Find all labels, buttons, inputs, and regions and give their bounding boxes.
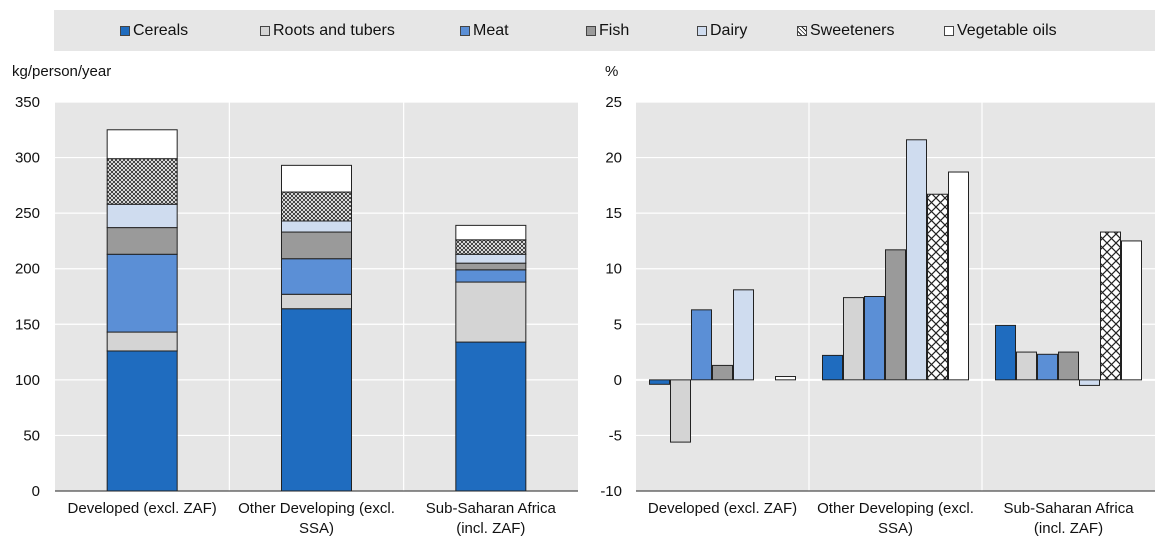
y-tick-label: 5 xyxy=(614,316,622,333)
legend-item-cereals: Cereals xyxy=(120,22,188,40)
bar-fish xyxy=(1058,351,1079,381)
y-tick-label: -10 xyxy=(600,483,622,500)
bar-vegetable-oils xyxy=(281,164,352,193)
legend-label: Roots and tubers xyxy=(273,21,395,39)
legend-swatch xyxy=(260,25,270,36)
y-tick-label: 350 xyxy=(15,94,40,111)
bar-fish xyxy=(281,231,352,260)
legend-swatch xyxy=(797,25,807,36)
legend: Cereals Roots and tubers Meat Fish Dairy Swee… xyxy=(54,10,1155,51)
bar-vegetable-oils xyxy=(775,376,796,381)
category-label: Sub-Saharan Africa xyxy=(426,500,557,517)
category-label: SSA) xyxy=(878,520,913,537)
bar-meat xyxy=(455,269,527,283)
bar-cereals xyxy=(106,350,178,492)
left-ylabel: kg/person/year xyxy=(12,63,111,80)
legend-item-vegetable-oils: Vegetable oils xyxy=(944,22,1057,40)
category-label: Other Developing (excl. xyxy=(817,500,974,517)
legend-label: Sweeteners xyxy=(810,21,895,39)
bar-dairy xyxy=(455,253,527,264)
bar-sweeteners xyxy=(281,191,352,222)
legend-swatch xyxy=(460,25,470,36)
bar-roots-and-tubers xyxy=(1016,351,1037,381)
y-tick-label: -5 xyxy=(609,427,622,444)
right-chart: -10 -5 0 5 10 15 20 25 Developed (excl. ZAF) Othe… xyxy=(600,94,1155,537)
bar-meat xyxy=(106,253,178,333)
bar-vegetable-oils xyxy=(106,129,178,160)
bar-dairy xyxy=(906,139,927,381)
legend-item-sweeteners: Sweeteners xyxy=(797,22,895,40)
y-tick-label: 250 xyxy=(15,205,40,222)
legend-label: Cereals xyxy=(133,21,189,39)
legend-label: Dairy xyxy=(710,21,748,39)
y-tick-label: 100 xyxy=(15,372,40,389)
legend-item-fish: Fish xyxy=(586,22,629,40)
category-label: SSA) xyxy=(299,520,334,537)
y-tick-label: 15 xyxy=(605,205,622,222)
y-tick-label: 50 xyxy=(23,427,40,444)
bar-meat xyxy=(281,258,352,295)
bar-vegetable-oils xyxy=(948,171,969,381)
bar-sweeteners xyxy=(927,193,948,381)
legend-swatch xyxy=(697,25,707,36)
bar-fish xyxy=(106,227,178,255)
y-tick-label: 0 xyxy=(32,483,40,500)
bar-meat xyxy=(691,309,712,381)
y-tick-label: 150 xyxy=(15,316,40,333)
y-tick-label: 0 xyxy=(614,372,622,389)
category-label: Other Developing (excl. xyxy=(238,500,395,517)
bar-meat xyxy=(1037,353,1058,381)
category-label: Developed (excl. ZAF) xyxy=(68,500,217,517)
bar-roots-and-tubers xyxy=(843,297,864,381)
y-tick-label: 20 xyxy=(605,150,622,167)
left-chart: 0 50 100 150 200 250 300 350 Developed (excl. ZA… xyxy=(15,94,578,537)
bar-vegetable-oils xyxy=(455,224,527,241)
legend-item-roots-and-tubers: Roots and tubers xyxy=(260,22,395,40)
y-tick-label: 10 xyxy=(605,261,622,278)
bar-roots-and-tubers xyxy=(106,331,178,352)
y-tick-label: 200 xyxy=(15,261,40,278)
bar-fish xyxy=(455,262,527,271)
bar-cereals xyxy=(455,341,527,492)
y-tick-label: 300 xyxy=(15,150,40,167)
legend-swatch xyxy=(120,25,130,36)
bar-cereals xyxy=(281,308,352,492)
bar-cereals xyxy=(649,379,670,385)
legend-swatch xyxy=(944,25,954,36)
category-label: Sub-Saharan Africa xyxy=(1003,500,1134,517)
category-label: Developed (excl. ZAF) xyxy=(648,500,797,517)
right-ylabel: % xyxy=(605,63,618,80)
bar-sweeteners xyxy=(455,239,527,255)
bar-cereals xyxy=(822,354,843,381)
bar-sweeteners xyxy=(1100,231,1121,381)
bar-dairy xyxy=(106,203,178,229)
category-label: (incl. ZAF) xyxy=(1034,520,1103,537)
legend-label: Fish xyxy=(599,21,630,39)
bar-fish xyxy=(885,249,906,381)
bar-roots-and-tubers xyxy=(455,281,527,343)
legend-item-dairy: Dairy xyxy=(697,22,747,40)
legend-swatch xyxy=(586,25,596,36)
bar-roots-and-tubers xyxy=(670,379,691,443)
bar-sweeteners xyxy=(106,158,178,205)
bar-vegetable-oils xyxy=(1121,240,1142,381)
category-label: (incl. ZAF) xyxy=(456,520,525,537)
bar-cereals xyxy=(995,324,1016,381)
bar-meat xyxy=(864,296,885,381)
bar-roots-and-tubers xyxy=(281,293,352,310)
legend-item-meat: Meat xyxy=(460,22,509,40)
y-tick-label: 25 xyxy=(605,94,622,111)
bar-dairy xyxy=(733,289,754,381)
bar-fish xyxy=(712,364,733,381)
bar-dairy xyxy=(1079,379,1100,386)
legend-label: Vegetable oils xyxy=(957,21,1057,39)
bar-dairy xyxy=(281,220,352,233)
legend-label: Meat xyxy=(473,21,509,39)
